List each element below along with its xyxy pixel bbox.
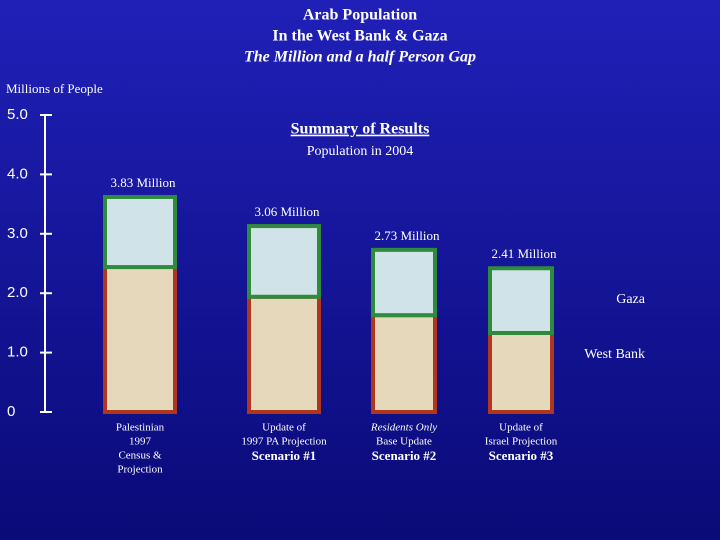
- x-tick-label: Census &: [118, 450, 162, 462]
- summary-title: Summary of Results: [291, 121, 430, 138]
- chart-subtitle: In the West Bank & Gaza: [272, 28, 447, 45]
- bar-segment: [247, 294, 321, 415]
- scenario-label: Scenario #3: [489, 448, 554, 463]
- x-tick-label: Base Update: [376, 436, 432, 448]
- bar-segment: [371, 247, 437, 318]
- x-tick-label: Update of: [262, 422, 306, 434]
- y-tick-label: 3.0: [7, 225, 28, 242]
- x-tick-label: Israel Projection: [485, 436, 558, 448]
- bar-segment: [488, 266, 554, 335]
- x-tick-label: Residents Only: [370, 422, 437, 434]
- x-tick-label: 1997: [129, 436, 152, 448]
- total-label: 2.41 Million: [491, 246, 557, 261]
- bar-segment: [103, 265, 177, 414]
- x-tick-label: Projection: [117, 464, 163, 476]
- total-label: 2.73 Million: [374, 228, 440, 243]
- bar-segment: [371, 313, 437, 415]
- scenario-label: Scenario #2: [372, 448, 437, 463]
- y-tick-label: 5.0: [7, 106, 28, 123]
- legend-label: Gaza: [616, 292, 646, 307]
- summary-subtitle: Population in 2004: [307, 144, 414, 159]
- x-tick-label: 1997 PA Projection: [241, 436, 327, 448]
- y-tick-label: 4.0: [7, 165, 28, 182]
- chart-title: Arab Population: [303, 7, 417, 24]
- bar-segment: [247, 224, 321, 299]
- bar-segment: [103, 194, 177, 270]
- total-label: 3.06 Million: [254, 204, 320, 219]
- y-tick-label: 1.0: [7, 344, 28, 361]
- y-axis-label: Millions of People: [6, 81, 103, 96]
- legend-label: West Bank: [584, 347, 645, 362]
- chart-tagline: The Million and a half Person Gap: [244, 49, 476, 66]
- y-tick-label: 0: [7, 403, 15, 420]
- x-tick-label: Update of: [499, 422, 543, 434]
- scenario-label: Scenario #1: [252, 448, 317, 463]
- bar-segment: [488, 330, 554, 414]
- y-tick-label: 2.0: [7, 284, 28, 301]
- total-label: 3.83 Million: [110, 175, 176, 190]
- x-tick-label: Palestinian: [116, 422, 165, 434]
